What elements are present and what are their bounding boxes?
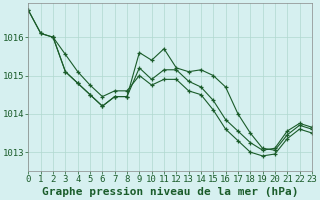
X-axis label: Graphe pression niveau de la mer (hPa): Graphe pression niveau de la mer (hPa): [42, 187, 298, 197]
